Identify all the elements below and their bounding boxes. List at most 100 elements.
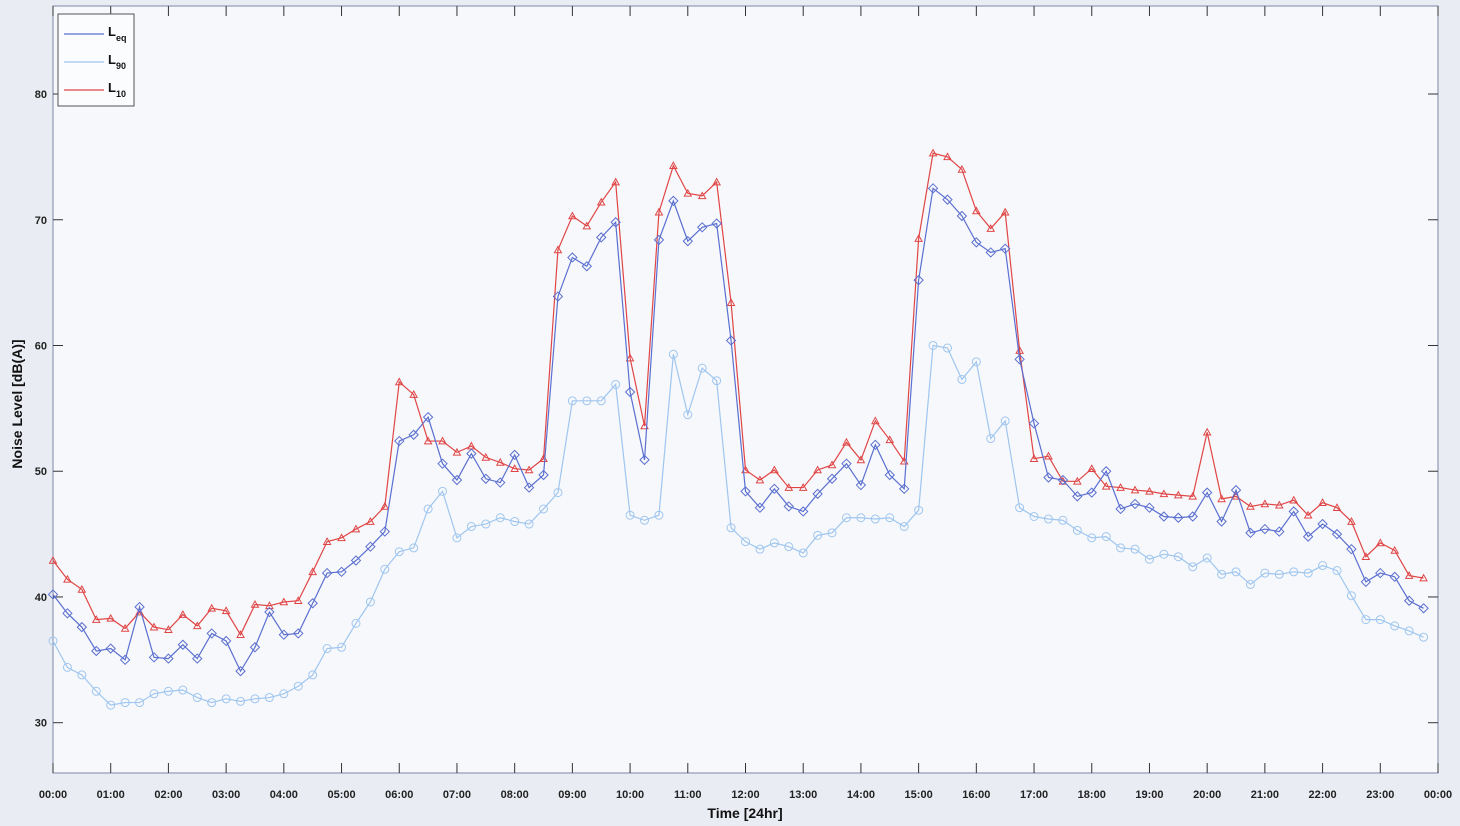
data-point-l10 (236, 630, 245, 638)
data-point-l90 (1130, 544, 1140, 554)
data-point-l10 (827, 460, 837, 469)
data-point-l90 (683, 410, 693, 420)
data-point-l90 (1274, 569, 1284, 579)
data-point-l90 (1245, 579, 1255, 589)
data-point-l10 (77, 584, 87, 593)
x-tick-label: 16:00 (962, 789, 990, 801)
data-point-leq (1245, 527, 1256, 539)
data-point-l90 (91, 686, 101, 696)
data-point-leq (610, 217, 621, 228)
data-point-leq (47, 589, 59, 600)
data-point-leq (668, 195, 679, 207)
data-point-l10 (697, 191, 707, 200)
data-point-l10 (986, 224, 996, 232)
data-point-l90 (1260, 568, 1270, 578)
data-point-leq (1028, 418, 1040, 429)
data-point-l10 (265, 601, 274, 610)
data-point-l90 (1390, 621, 1400, 631)
data-point-l90 (279, 689, 289, 699)
data-point-l90 (452, 533, 462, 543)
data-point-leq (552, 291, 564, 302)
data-point-l90 (755, 544, 765, 554)
data-point-l90 (135, 698, 145, 708)
data-point-l10 (842, 437, 851, 446)
x-tick-label: 01:00 (97, 789, 125, 801)
data-point-l90 (207, 698, 217, 708)
data-point-l10 (813, 465, 822, 474)
data-point-leq (711, 218, 722, 229)
data-point-l90 (1346, 591, 1356, 601)
data-point-l90 (971, 357, 981, 367)
data-point-l10 (798, 483, 808, 491)
y-tick-label: 50 (35, 466, 47, 478)
x-tick-label: 04:00 (270, 789, 298, 801)
series-line-l90 (52, 344, 1424, 706)
data-point-leq (1259, 523, 1271, 535)
data-point-leq (826, 473, 838, 484)
data-point-l90 (149, 689, 159, 699)
data-point-l10 (957, 164, 967, 173)
data-point-l90 (870, 514, 880, 524)
data-point-leq (264, 606, 275, 618)
data-point-l90 (1072, 525, 1082, 535)
data-point-l10 (1173, 490, 1183, 499)
data-point-l10 (1404, 571, 1414, 579)
data-point-l90 (1144, 554, 1154, 564)
data-point-leq (1144, 502, 1155, 513)
data-point-l10 (1274, 500, 1284, 509)
data-point-l90 (351, 618, 361, 628)
data-point-leq (408, 429, 419, 440)
data-point-l90 (236, 696, 246, 706)
data-point-l90 (481, 519, 491, 529)
data-point-l90 (712, 376, 722, 386)
data-point-l10 (1072, 476, 1082, 485)
data-point-leq (134, 601, 145, 613)
data-point-l90 (380, 564, 390, 574)
data-point-leq (581, 261, 593, 272)
legend-box (57, 13, 135, 107)
data-point-leq (1302, 531, 1314, 542)
x-tick-label: 00:00 (1424, 789, 1452, 801)
data-point-l10 (178, 610, 188, 618)
data-point-l90 (986, 434, 996, 444)
data-point-l10 (596, 197, 606, 206)
data-point-l10 (106, 613, 116, 622)
data-point-leq (1072, 491, 1083, 502)
data-point-leq (769, 483, 780, 495)
data-point-l90 (308, 670, 318, 680)
data-point-l10 (120, 623, 130, 632)
data-point-l90 (668, 349, 678, 359)
data-point-leq (192, 653, 203, 664)
data-point-l10 (625, 353, 635, 362)
data-point-leq (927, 183, 939, 194)
series-group (47, 148, 1429, 710)
data-point-l90 (611, 379, 621, 389)
data-point-l90 (813, 530, 823, 540)
series-leq (47, 183, 1429, 677)
data-point-leq (653, 234, 665, 246)
data-point-l10 (1130, 485, 1140, 494)
data-point-leq (783, 501, 794, 512)
data-point-l10 (380, 501, 390, 510)
data-point-l10 (351, 524, 361, 533)
y-tick-label: 30 (35, 718, 47, 730)
data-point-leq (1274, 526, 1285, 537)
data-point-leq (1403, 595, 1415, 606)
data-point-l10 (1000, 207, 1010, 216)
legend-label-subscript: 10 (116, 89, 126, 99)
data-point-leq (682, 235, 693, 247)
data-point-l10 (308, 567, 318, 576)
data-point-l10 (1375, 538, 1385, 547)
data-point-l10 (221, 606, 231, 615)
x-tick-label: 10:00 (616, 789, 644, 801)
data-point-leq (148, 652, 160, 663)
data-point-l90 (106, 700, 116, 710)
x-tick-label: 22:00 (1309, 789, 1337, 801)
data-point-l10 (784, 483, 794, 491)
data-point-l10 (337, 533, 346, 542)
data-point-l10 (207, 603, 217, 612)
data-point-l10 (669, 161, 678, 169)
data-point-l10 (1217, 494, 1226, 503)
data-point-l90 (163, 686, 173, 696)
data-point-l10 (1044, 451, 1053, 460)
